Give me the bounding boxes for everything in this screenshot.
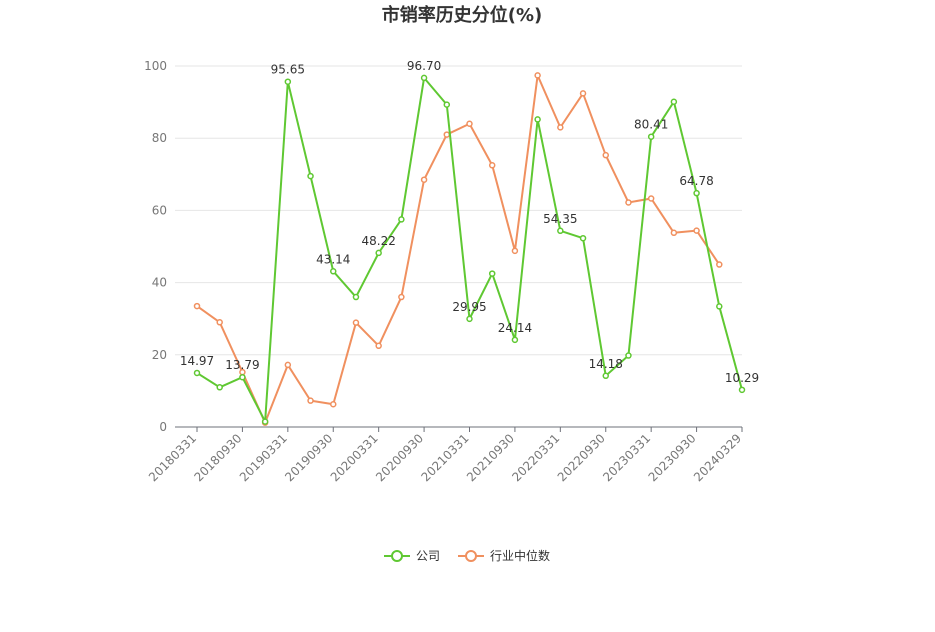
data-point[interactable] (670, 98, 678, 105)
data-point[interactable] (375, 249, 382, 257)
data-label: 80.41 (634, 118, 668, 132)
data-point[interactable] (557, 124, 564, 131)
data-point[interactable] (693, 189, 700, 197)
data-point[interactable] (330, 401, 337, 408)
data-point[interactable] (216, 319, 223, 326)
data-point[interactable] (602, 151, 609, 159)
x-tick-label: 20220331 (509, 431, 562, 484)
data-point[interactable] (398, 216, 405, 223)
legend-item[interactable]: 行业中位数 (458, 548, 550, 563)
data-point[interactable] (352, 319, 360, 326)
data-label: 14.97 (180, 354, 214, 368)
data-label: 29.95 (452, 300, 486, 314)
y-tick-label: 60 (152, 203, 167, 217)
data-point[interactable] (693, 227, 700, 234)
legend-label: 公司 (416, 549, 440, 563)
chart-title: 市销率历史分位(%) (382, 4, 543, 26)
legend-marker (391, 550, 403, 562)
legend-item[interactable]: 公司 (384, 549, 440, 563)
data-point[interactable] (579, 90, 587, 97)
data-point[interactable] (284, 78, 292, 85)
series (193, 72, 746, 426)
data-point[interactable] (647, 133, 655, 140)
data-label: 48.22 (361, 234, 395, 248)
data-label: 13.79 (225, 358, 259, 372)
data-point[interactable] (647, 195, 655, 202)
y-tick-label: 40 (152, 276, 167, 290)
y-tick-label: 100 (144, 59, 167, 73)
data-point[interactable] (534, 116, 541, 123)
data-label: 14.18 (589, 357, 623, 371)
data-point[interactable] (602, 372, 609, 380)
data-point[interactable] (330, 268, 337, 275)
data-point[interactable] (261, 418, 269, 425)
data-point[interactable] (716, 261, 723, 268)
x-tick-label: 20230930 (646, 431, 699, 484)
data-point[interactable] (670, 229, 678, 237)
data-label: 10.29 (725, 371, 759, 385)
data-label: 64.78 (679, 174, 713, 188)
data-point[interactable] (466, 315, 473, 323)
x-tick-label: 20230331 (600, 431, 653, 484)
legend-marker (465, 550, 477, 562)
x-tick-label: 20180930 (191, 431, 244, 484)
x-tick-label: 20220930 (555, 431, 608, 484)
x-tick-label: 20200331 (328, 431, 381, 484)
data-label: 96.70 (407, 59, 441, 73)
x-tick-label: 20200930 (373, 431, 426, 484)
data-point[interactable] (307, 397, 314, 404)
x-tick-label: 20210930 (464, 431, 517, 484)
data-point[interactable] (625, 199, 632, 206)
x-tick-label: 20190930 (282, 431, 335, 484)
data-point[interactable] (534, 72, 541, 79)
y-tick-label: 0 (159, 420, 167, 434)
data-point[interactable] (579, 234, 587, 242)
data-point[interactable] (511, 247, 519, 255)
data-point[interactable] (488, 162, 496, 169)
series-line (196, 74, 721, 424)
data-point[interactable] (443, 101, 451, 108)
x-tick-label: 20240329 (691, 431, 744, 484)
data-point[interactable] (307, 172, 314, 180)
data-label: 54.35 (543, 212, 577, 226)
data-point[interactable] (193, 302, 201, 310)
data-labels: 14.97 13.79 95.65 43.14 48.22 96.70 29.95 24.14… (180, 59, 759, 385)
x-tick-label: 20190331 (237, 431, 290, 484)
data-label: 24.14 (498, 321, 532, 335)
data-point[interactable] (738, 386, 746, 394)
data-point[interactable] (625, 352, 632, 359)
data-point[interactable] (375, 342, 382, 350)
legend[interactable]: 公司 行业中位数 (384, 548, 550, 563)
data-point[interactable] (511, 336, 519, 344)
data-point[interactable] (716, 303, 723, 310)
data-point[interactable] (466, 120, 473, 128)
data-point[interactable] (284, 361, 292, 369)
data-point[interactable] (557, 227, 564, 235)
data-point[interactable] (352, 293, 360, 301)
data-point[interactable] (398, 293, 405, 301)
data-point[interactable] (488, 270, 496, 277)
data-point[interactable] (443, 131, 451, 138)
data-point[interactable] (420, 74, 428, 82)
y-tick-label: 80 (152, 131, 167, 145)
data-point[interactable] (420, 176, 428, 183)
legend-label: 行业中位数 (490, 548, 550, 563)
x-tick-label: 20210331 (419, 431, 472, 484)
data-point[interactable] (216, 384, 223, 391)
data-point[interactable] (193, 369, 201, 377)
data-label: 43.14 (316, 252, 350, 266)
x-tick-label: 20180331 (146, 431, 199, 484)
data-label: 95.65 (271, 63, 305, 77)
data-point[interactable] (239, 373, 246, 381)
y-tick-label: 20 (152, 348, 167, 362)
